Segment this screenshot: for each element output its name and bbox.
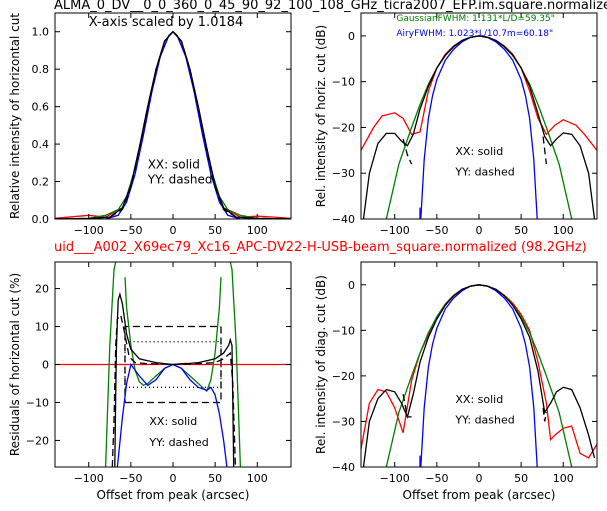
annotation-text: GaussianFWHM: 1.131*L/D=59.35" [396,14,554,24]
annotation-text: YY: dashed [147,172,213,186]
series-line-2 [385,284,573,467]
y-tick-label: 0.2 [32,176,50,189]
y-tick-label: 0 [348,30,355,43]
series-line-4 [55,30,291,219]
annotation-text: YY: dashed [454,166,514,179]
x-tick-label: 50 [514,224,528,237]
x-tick-label: 0 [476,472,483,485]
y-tick-label: −10 [332,324,355,337]
y-tick-label: −40 [332,213,355,226]
series-line-6 [402,393,412,418]
y-tick-label: 0 [348,279,355,292]
y-tick-label: −40 [332,461,355,474]
series-line-7 [116,362,228,467]
y-tick-label: −30 [332,167,355,180]
x-tick-label: −50 [425,224,448,237]
y-axis-label: Relative intensity of horizontal cut [8,13,22,219]
series-line-2 [124,341,222,388]
y-tick-label: −10 [26,396,49,409]
series-line-7 [542,407,548,422]
annotation-text: AiryFWHM: 1.023*L/10.7m=60.18" [396,29,553,39]
x-tick-label: −50 [425,472,448,485]
y-tick-label: −10 [332,76,355,89]
series-line-1 [55,30,291,219]
series-line-6 [402,138,413,165]
x-tick-label: 0 [476,224,483,237]
y-tick-label: 0 [42,359,49,372]
annotation-text: YY: dashed [454,414,514,427]
y-tick-label: 0.6 [32,101,50,114]
x-tick-label: 100 [553,224,574,237]
y-tick-label: −20 [332,370,355,383]
axes-frame [360,12,598,220]
y-tick-label: −20 [332,121,355,134]
series-line-4 [104,262,117,467]
x-tick-label: −100 [74,472,104,485]
series-line-1 [124,325,222,404]
series-group [361,35,597,219]
y-tick-label: 1.0 [32,26,50,39]
axes-frame [360,261,598,468]
y-axis-label: Rel. intensity of diag. cut (dB) [314,275,328,454]
y-tick-label: 10 [35,321,49,334]
x-tick-label: 50 [208,472,222,485]
series-line-5 [362,284,596,467]
series-line-3 [55,30,291,219]
y-tick-label: −20 [26,434,49,447]
series-line-2 [55,30,291,219]
axes-frame [54,12,292,220]
y-tick-label: 20 [35,283,49,296]
series-group [55,30,291,219]
panel-relative-intensity-horizontal: −100 −50 0 50 100 0.0 0.2 0.4 0.6 0.8 1.0 Relative … [8,12,292,237]
annotation-text: YY: dashed [148,436,208,449]
x-tick-label: −50 [119,224,142,237]
x-axis-label: Offset from peak (arcsec) [97,488,250,502]
series-line-3 [420,35,538,219]
x-tick-label: −100 [380,224,410,237]
series-group [55,262,291,467]
figure-title: ALMA_0_DV__0_0_360_0_45_90_92_100_108_GH… [54,0,607,13]
mid-title: uid___A002_X69ec79_Xc16_APC-DV22-H-USB-b… [54,240,587,255]
x-tick-label: 50 [208,224,222,237]
x-tick-label: −100 [74,224,104,237]
series-line-5 [124,277,222,393]
annotation-text: XX: solid [455,393,503,406]
x-tick-label: 100 [247,472,268,485]
series-line-2 [385,35,573,219]
series-group [361,284,597,467]
annotation-text: XX: solid [149,415,197,428]
x-tick-label: 100 [247,224,268,237]
y-tick-label: 0.4 [32,138,50,151]
y-tick-label: 0.8 [32,63,50,76]
x-tick-label: 0 [170,224,177,237]
series-line-6 [229,262,242,467]
y-tick-label: −30 [332,415,355,428]
x-tick-label: −100 [380,472,410,485]
series-line-1 [361,284,597,459]
y-tick-label: 0.0 [32,213,50,226]
series-line-7 [542,136,548,165]
annotation-text: XX: solid [148,157,200,171]
y-axis-label: Residuals of horizontal cut (%) [8,273,22,456]
series-line-9 [111,313,237,467]
annotation-text: XX: solid [455,145,503,158]
y-axis-label: Rel. intensity of horiz. cut (dB) [314,25,328,207]
x-axis-label: Offset from peak (arcsec) [403,488,556,502]
x-tick-label: 100 [553,472,574,485]
series-line-1 [361,35,597,151]
series-line-5 [362,35,596,219]
x-tick-label: 0 [170,472,177,485]
x-tick-label: −50 [119,472,142,485]
x-tick-label: 50 [514,472,528,485]
series-line-5 [55,30,291,219]
annotation-text: X-axis scaled by 1.0184 [89,15,244,30]
